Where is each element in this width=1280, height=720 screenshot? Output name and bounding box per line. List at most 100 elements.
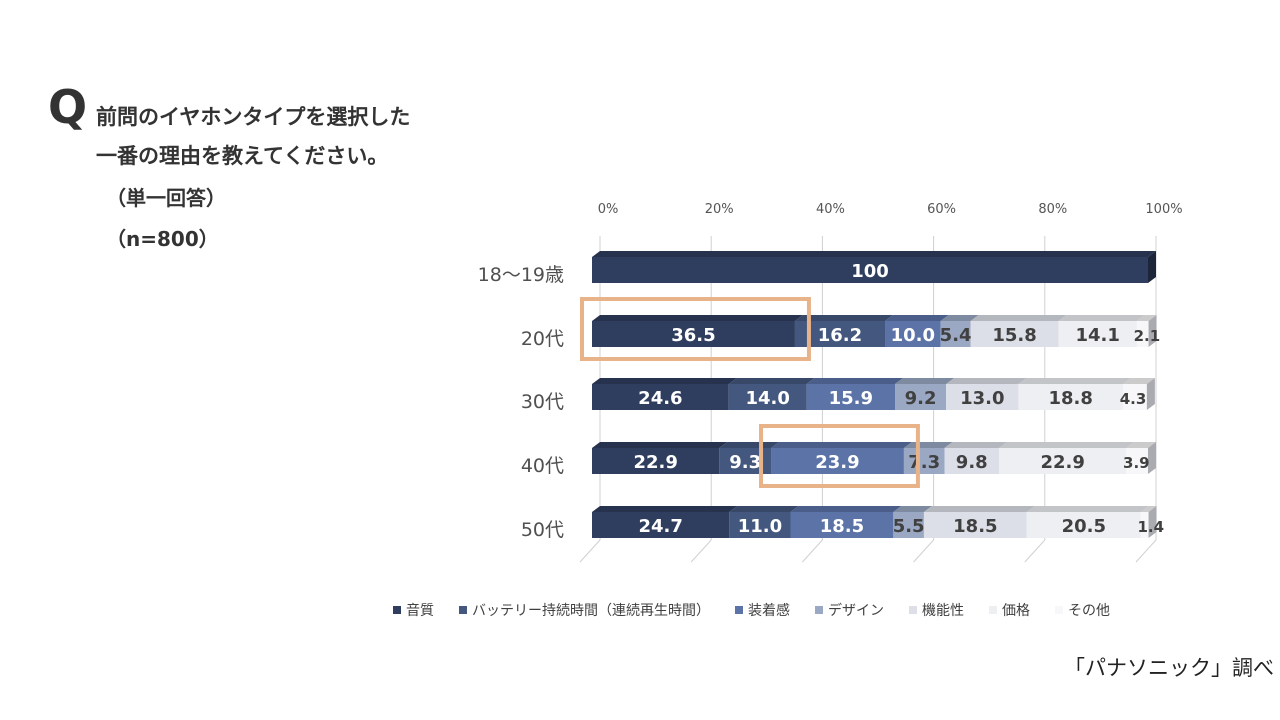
data-label: 5.5 xyxy=(893,516,925,537)
bar xyxy=(1136,321,1149,347)
bar-segment xyxy=(1058,315,1145,347)
bar-segment xyxy=(970,315,1067,347)
source-credit: 「パナソニック」調べ xyxy=(1064,656,1274,680)
x-tick-label: 100% xyxy=(1145,202,1182,217)
bar xyxy=(592,257,1148,283)
bar xyxy=(592,384,729,410)
highlight-box xyxy=(580,297,811,361)
data-label: 14.0 xyxy=(745,388,789,409)
bar xyxy=(592,321,795,347)
category-label: 20代 xyxy=(521,328,564,350)
category-label: 18〜19歳 xyxy=(478,264,564,286)
legend-label: 音質 xyxy=(406,603,434,619)
bar xyxy=(944,448,999,474)
bar-segment xyxy=(1126,442,1156,474)
bar-segment xyxy=(946,378,1027,410)
data-label: 15.9 xyxy=(829,388,873,409)
gridline-floor xyxy=(579,539,601,563)
gridline-floor xyxy=(802,539,823,563)
data-label: 5.4 xyxy=(940,325,972,346)
legend-label: 機能性 xyxy=(922,603,964,619)
bar xyxy=(1058,321,1137,347)
bar-segment xyxy=(790,506,902,538)
answer-type-note: （単一回答） xyxy=(106,186,226,210)
bar-segment xyxy=(1122,378,1155,410)
legend-label: デザイン xyxy=(828,603,884,619)
bar-segment xyxy=(592,251,1156,283)
legend-swatch xyxy=(909,606,917,614)
data-label: 15.8 xyxy=(992,325,1036,346)
legend-item: 価格 xyxy=(989,600,1030,620)
gridline-floor xyxy=(1024,539,1046,563)
bar-end-face xyxy=(1148,442,1156,474)
bar xyxy=(998,448,1127,474)
legend-item: 機能性 xyxy=(909,600,964,620)
question-line-1: 前問のイヤホンタイプを選択した xyxy=(96,105,411,129)
data-label: 2.1 xyxy=(1134,327,1161,345)
bar-segment xyxy=(940,315,979,347)
bar xyxy=(728,384,807,410)
bar xyxy=(893,512,924,538)
legend-label: バッテリー持続時間（連続再生時間） xyxy=(472,603,710,619)
bar xyxy=(1140,512,1149,538)
bar xyxy=(1122,384,1147,410)
x-tick-label: 20% xyxy=(705,202,734,217)
data-label: 1.4 xyxy=(1137,518,1164,536)
bar xyxy=(1026,512,1141,538)
data-label: 24.6 xyxy=(638,388,682,409)
bar-segment xyxy=(592,378,737,410)
bar-segment xyxy=(592,315,803,347)
bar-segment xyxy=(885,315,949,347)
gridline-floor xyxy=(1135,539,1157,563)
bar xyxy=(806,384,896,410)
data-label: 24.7 xyxy=(638,516,682,537)
chart-legend: 音質 バッテリー持続時間（連続再生時間） 装着感 デザイン 機能性 価格 その他 xyxy=(393,600,1110,620)
bar xyxy=(592,448,720,474)
data-label: 9.8 xyxy=(956,452,988,473)
category-label: 50代 xyxy=(521,519,564,541)
legend-swatch xyxy=(393,606,401,614)
bar-end-face xyxy=(1148,315,1157,347)
bar-segment xyxy=(893,506,932,538)
bar-segment xyxy=(1026,506,1149,538)
data-label: 100 xyxy=(851,261,889,282)
bar-segment xyxy=(903,442,953,474)
legend-item: その他 xyxy=(1055,600,1110,620)
data-label: 18.8 xyxy=(1049,388,1093,409)
bar xyxy=(940,321,971,347)
legend-swatch xyxy=(735,606,743,614)
data-label: 20.5 xyxy=(1062,516,1106,537)
bar xyxy=(1126,448,1148,474)
data-label: 3.9 xyxy=(1123,454,1150,472)
bar xyxy=(790,512,894,538)
bar-segment xyxy=(729,506,799,538)
highlight-box xyxy=(759,424,920,488)
data-label: 14.1 xyxy=(1075,325,1119,346)
bar xyxy=(923,512,1027,538)
legend-swatch xyxy=(1055,606,1063,614)
bar-segment xyxy=(923,506,1035,538)
x-tick-label: 60% xyxy=(927,202,956,217)
bar-segment xyxy=(1136,315,1157,347)
question-line-2: 一番の理由を教えてください。 xyxy=(96,144,389,168)
legend-item: デザイン xyxy=(815,600,884,620)
question-mark: Q xyxy=(48,80,88,134)
category-label: 40代 xyxy=(521,455,564,477)
data-label: 22.9 xyxy=(633,452,677,473)
bar-segment xyxy=(1140,506,1157,538)
bar-segment xyxy=(895,378,955,410)
data-label: 18.5 xyxy=(953,516,997,537)
bar-segment xyxy=(592,442,728,474)
data-label: 18.5 xyxy=(820,516,864,537)
bar xyxy=(903,448,945,474)
data-label: 4.3 xyxy=(1120,390,1147,408)
bar-end-face xyxy=(1148,506,1157,538)
data-label: 16.2 xyxy=(818,325,862,346)
bar-segment xyxy=(771,442,912,474)
bar-segment xyxy=(728,378,815,410)
legend-item: バッテリー持続時間（連続再生時間） xyxy=(459,600,710,620)
bar xyxy=(771,448,904,474)
legend-item: 音質 xyxy=(393,600,434,620)
data-label: 36.5 xyxy=(671,325,715,346)
